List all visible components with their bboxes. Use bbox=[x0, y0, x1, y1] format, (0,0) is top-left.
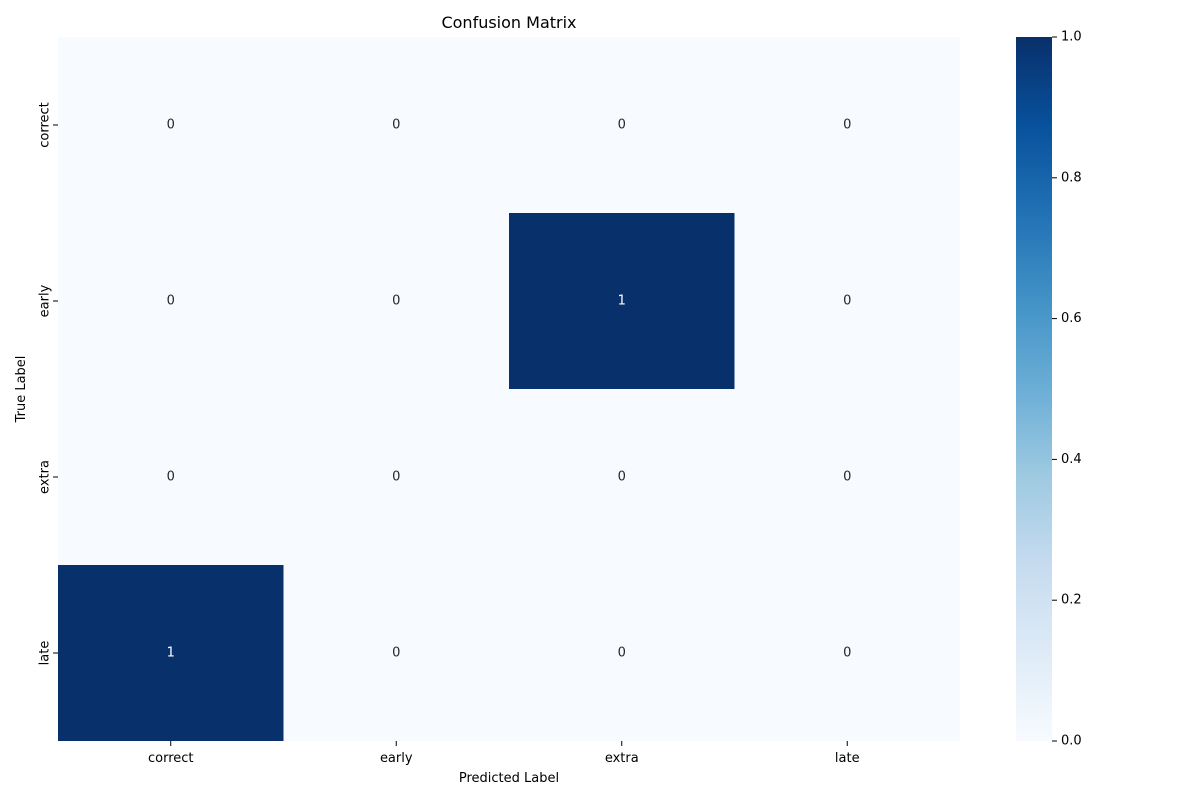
colorbar-tick-label: 0.2 bbox=[1061, 593, 1082, 608]
cell-value-label: 1 bbox=[618, 294, 626, 309]
colorbar-tick-label: 0.4 bbox=[1061, 452, 1082, 467]
colorbar-tick-label: 1.0 bbox=[1061, 30, 1082, 45]
cell-value-label: 0 bbox=[167, 470, 175, 485]
cell-value-label: 0 bbox=[618, 646, 626, 661]
cell-value-label: 0 bbox=[392, 646, 400, 661]
cell-value-label: 0 bbox=[618, 470, 626, 485]
heatmap-cell bbox=[283, 565, 509, 741]
cell-value-label: 0 bbox=[167, 294, 175, 309]
cell-value-label: 0 bbox=[392, 470, 400, 485]
heatmap-cell bbox=[509, 213, 735, 389]
x-axis-ticks: correct early extra late bbox=[148, 741, 860, 766]
colorbar-tick-label: 0.8 bbox=[1061, 170, 1082, 185]
cell-value-label: 0 bbox=[843, 646, 851, 661]
x-tick-label: late bbox=[835, 751, 860, 766]
heatmap-cell bbox=[58, 37, 284, 213]
cell-value-label: 0 bbox=[618, 118, 626, 133]
heatmap-cell bbox=[283, 37, 509, 213]
y-tick-label: late bbox=[38, 641, 53, 666]
cell-value-label: 0 bbox=[167, 118, 175, 133]
y-tick-label: correct bbox=[38, 102, 53, 148]
heatmap-cell bbox=[58, 389, 284, 565]
colorbar-tick-label: 0.6 bbox=[1061, 311, 1082, 326]
colorbar-ticks: 0.0 0.2 0.4 0.6 0.8 1.0 bbox=[1052, 30, 1082, 749]
colorbar-tick-label: 0.0 bbox=[1061, 734, 1082, 749]
cell-value-label: 0 bbox=[843, 118, 851, 133]
heatmap-cell bbox=[509, 565, 735, 741]
cell-value-label: 1 bbox=[167, 646, 175, 661]
y-tick-label: extra bbox=[38, 460, 53, 494]
x-axis-label: Predicted Label bbox=[459, 771, 559, 786]
x-tick-label: early bbox=[380, 751, 413, 766]
heatmap-grid: 0 0 0 0 0 0 1 0 0 0 0 0 1 0 0 0 bbox=[58, 37, 960, 741]
chart-title: Confusion Matrix bbox=[441, 13, 576, 32]
heatmap-cell bbox=[283, 213, 509, 389]
x-tick-label: correct bbox=[148, 751, 194, 766]
y-axis-label: True Label bbox=[14, 356, 29, 424]
colorbar-gradient bbox=[1016, 37, 1052, 741]
cell-value-label: 0 bbox=[392, 294, 400, 309]
heatmap-cell bbox=[509, 37, 735, 213]
heatmap-cell bbox=[734, 213, 960, 389]
heatmap-cell bbox=[509, 389, 735, 565]
colorbar: 0.0 0.2 0.4 0.6 0.8 1.0 bbox=[1016, 30, 1082, 749]
y-axis-ticks: correct early extra late bbox=[38, 102, 58, 666]
x-tick-label: extra bbox=[605, 751, 639, 766]
heatmap-cell bbox=[58, 565, 284, 741]
heatmap-cell bbox=[283, 389, 509, 565]
heatmap-cell bbox=[734, 389, 960, 565]
cell-value-label: 0 bbox=[843, 294, 851, 309]
y-tick-label: early bbox=[38, 284, 53, 317]
cell-value-label: 0 bbox=[843, 470, 851, 485]
heatmap-cell bbox=[58, 213, 284, 389]
heatmap-cell bbox=[734, 37, 960, 213]
cell-value-label: 0 bbox=[392, 118, 400, 133]
heatmap-cell bbox=[734, 565, 960, 741]
